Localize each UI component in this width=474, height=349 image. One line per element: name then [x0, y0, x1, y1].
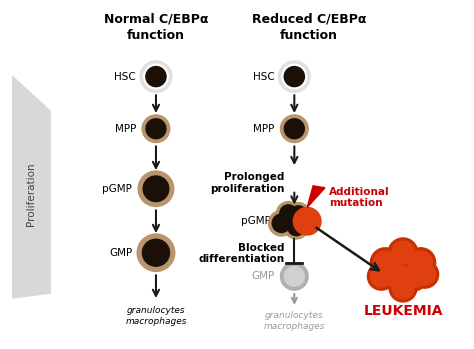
Circle shape [293, 207, 321, 235]
Circle shape [288, 218, 305, 236]
Text: pGMP: pGMP [102, 184, 132, 194]
Circle shape [281, 262, 308, 290]
Circle shape [286, 202, 310, 226]
Circle shape [284, 119, 304, 139]
Text: HSC: HSC [253, 72, 274, 82]
Circle shape [284, 266, 304, 286]
Text: granulocytes
macrophages: granulocytes macrophages [264, 311, 325, 331]
Polygon shape [307, 186, 325, 207]
Text: GMP: GMP [251, 272, 274, 281]
Circle shape [143, 239, 170, 266]
Circle shape [392, 241, 415, 264]
Circle shape [284, 67, 304, 87]
Circle shape [371, 266, 392, 287]
Circle shape [374, 251, 397, 274]
Circle shape [146, 67, 166, 87]
Text: Reduced C/EBPα
function: Reduced C/EBPα function [252, 13, 366, 42]
Circle shape [138, 171, 174, 207]
Text: Normal C/EBPα
function: Normal C/EBPα function [104, 13, 208, 42]
Circle shape [367, 262, 395, 290]
Circle shape [414, 263, 436, 285]
Text: Blocked
differentiation: Blocked differentiation [198, 243, 284, 265]
Circle shape [411, 261, 438, 288]
Text: pGMP: pGMP [241, 216, 271, 226]
Circle shape [392, 277, 414, 299]
Text: GMP: GMP [109, 248, 132, 258]
Polygon shape [13, 76, 50, 298]
Circle shape [272, 214, 291, 232]
Circle shape [290, 206, 307, 223]
Text: Additional
mutation: Additional mutation [329, 187, 390, 208]
Circle shape [141, 62, 171, 91]
Circle shape [276, 202, 300, 225]
Circle shape [389, 274, 417, 302]
Circle shape [146, 119, 166, 139]
Text: MPP: MPP [115, 124, 136, 134]
Circle shape [409, 251, 432, 274]
Circle shape [281, 115, 308, 142]
Circle shape [382, 262, 412, 291]
Circle shape [388, 238, 418, 267]
Text: Proliferation: Proliferation [27, 163, 36, 227]
Circle shape [370, 248, 400, 277]
Circle shape [143, 176, 169, 201]
Circle shape [385, 265, 409, 288]
Circle shape [142, 115, 170, 142]
Circle shape [406, 248, 436, 277]
Text: granulocytes
macrophages: granulocytes macrophages [125, 306, 187, 326]
Circle shape [284, 215, 308, 239]
Circle shape [280, 205, 297, 222]
Text: LEUKEMIA: LEUKEMIA [363, 304, 443, 318]
Text: HSC: HSC [114, 72, 136, 82]
Circle shape [398, 262, 428, 291]
Circle shape [137, 234, 175, 272]
Text: Prolonged
proliferation: Prolonged proliferation [210, 172, 284, 194]
Circle shape [280, 62, 309, 91]
Circle shape [269, 210, 294, 236]
Circle shape [401, 265, 425, 288]
Text: MPP: MPP [253, 124, 274, 134]
